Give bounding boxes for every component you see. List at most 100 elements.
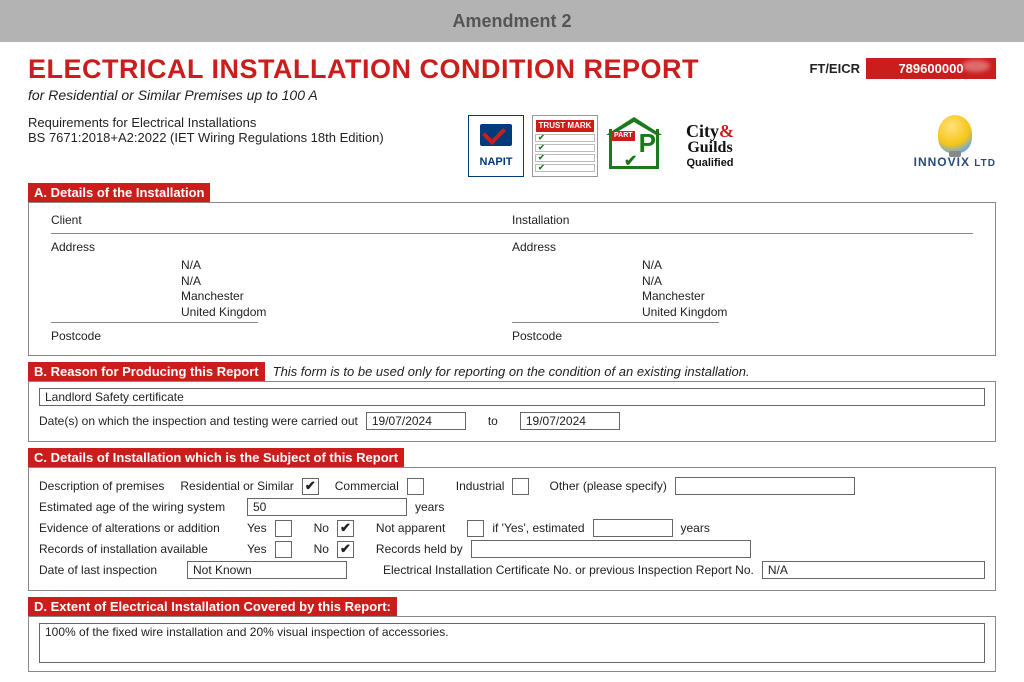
section-b-note: This form is to be used only for reporti… [273, 364, 750, 379]
accreditation-logos: NAPIT TRUST MARK ✔ ✔ ✔ ✔ PART P ✔ City& … [468, 115, 750, 177]
industrial-checkbox[interactable] [512, 478, 529, 495]
commercial-checkbox[interactable] [407, 478, 424, 495]
p-letter: P [639, 129, 656, 158]
section-c-title: C. Details of Installation which is the … [28, 448, 404, 467]
partp-logo: PART P ✔ [606, 115, 662, 177]
install-postcode [642, 329, 973, 343]
client-address-label: Address [51, 240, 181, 254]
installation-label: Installation [512, 213, 642, 227]
opt-commercial-label: Commercial [335, 479, 399, 493]
reference-label: FT/EICR [809, 61, 860, 76]
if-yes-label: if 'Yes', estimated [492, 521, 584, 535]
rec-yes-label: Yes [247, 542, 267, 556]
top-bar: Amendment 2 [0, 0, 1024, 42]
not-apparent-label: Not apparent [376, 521, 445, 535]
age-label: Estimated age of the wiring system [39, 500, 239, 514]
report-subtitle: for Residential or Similar Premises up t… [28, 87, 799, 103]
opt-other-label: Other (please specify) [549, 479, 666, 493]
client-postcode-label: Postcode [51, 329, 181, 343]
alt-no-label: No [314, 521, 329, 535]
if-yes-unit: years [681, 521, 710, 535]
if-yes-input[interactable] [593, 519, 673, 537]
client-addr1: N/A [181, 258, 512, 274]
rec-no-checkbox[interactable]: ✔ [337, 541, 354, 558]
alterations-label: Evidence of alterations or addition [39, 521, 239, 535]
section-b-body: Landlord Safety certificate Date(s) on w… [28, 381, 996, 442]
cg-guilds: Guilds [687, 139, 732, 157]
trustmark-logo: TRUST MARK ✔ ✔ ✔ ✔ [532, 115, 598, 177]
section-d-title: D. Extent of Electrical Installation Cov… [28, 597, 397, 616]
section-c-body: Description of premises Residential or S… [28, 467, 996, 591]
cityguilds-logo: City& Guilds Qualified [670, 115, 750, 177]
alt-no-checkbox[interactable]: ✔ [337, 520, 354, 537]
section-b-title: B. Reason for Producing this Report [28, 362, 265, 381]
client-postcode [181, 329, 512, 343]
cert-no-label: Electrical Installation Certificate No. … [383, 563, 754, 577]
residential-checkbox[interactable]: ✔ [302, 478, 319, 495]
desc-label: Description of premises [39, 479, 164, 493]
client-country: United Kingdom [181, 305, 512, 321]
not-apparent-checkbox[interactable] [467, 520, 484, 537]
alt-yes-label: Yes [247, 521, 267, 535]
other-input[interactable] [675, 477, 855, 495]
rec-no-label: No [314, 542, 329, 556]
partp-text: PART [612, 131, 635, 141]
reference-number: 789600000 [866, 58, 996, 79]
install-country: United Kingdom [642, 305, 973, 321]
amendment-title: Amendment 2 [452, 11, 571, 32]
reference-wrap: FT/EICR 789600000 [809, 58, 996, 79]
to-label: to [488, 414, 498, 428]
section-a-body: Client Installation Address N/A N/A Manc… [28, 202, 996, 356]
reason-input[interactable]: Landlord Safety certificate [39, 388, 985, 406]
innovix-logo: INNOVIX LTD [914, 115, 996, 169]
install-addr1: N/A [642, 258, 973, 274]
opt-industrial-label: Industrial [456, 479, 505, 493]
date-to-input[interactable]: 19/07/2024 [520, 412, 620, 430]
install-address-label: Address [512, 240, 642, 254]
report-title: ELECTRICAL INSTALLATION CONDITION REPORT [28, 54, 799, 85]
date-from-input[interactable]: 19/07/2024 [366, 412, 466, 430]
napit-logo: NAPIT [468, 115, 524, 177]
client-label: Client [51, 213, 181, 227]
bulb-icon [938, 115, 972, 153]
client-addr2: N/A [181, 274, 512, 290]
installation-col: Installation [512, 209, 973, 231]
partp-tick-icon: ✔ [624, 153, 637, 171]
install-postcode-label: Postcode [512, 329, 642, 343]
napit-check-icon [480, 124, 512, 152]
cg-qualified: Qualified [686, 157, 733, 169]
age-input[interactable]: 50 [247, 498, 407, 516]
rec-yes-checkbox[interactable] [275, 541, 292, 558]
install-addr2: N/A [642, 274, 973, 290]
alt-yes-checkbox[interactable] [275, 520, 292, 537]
section-a-title: A. Details of the Installation [28, 183, 210, 202]
report-page: ELECTRICAL INSTALLATION CONDITION REPORT… [0, 42, 1024, 682]
records-held-input[interactable] [471, 540, 751, 558]
client-city: Manchester [181, 289, 512, 305]
section-d: D. Extent of Electrical Installation Cov… [28, 597, 996, 672]
client-address: N/A N/A Manchester United Kingdom [51, 258, 512, 320]
records-held-label: Records held by [376, 542, 463, 556]
installation-row: Installation [512, 209, 973, 231]
trustmark-text: TRUST MARK [536, 120, 595, 133]
section-b: B. Reason for Producing this Report This… [28, 362, 996, 442]
innovix-ltd: LTD [974, 158, 996, 169]
extent-input[interactable]: 100% of the fixed wire installation and … [39, 623, 985, 663]
cg-city: City [686, 121, 719, 141]
section-c: C. Details of Installation which is the … [28, 448, 996, 591]
install-address: N/A N/A Manchester United Kingdom [512, 258, 973, 320]
section-d-body: 100% of the fixed wire installation and … [28, 616, 996, 672]
dates-label: Date(s) on which the inspection and test… [39, 414, 358, 428]
last-inspection-input[interactable]: Not Known [187, 561, 347, 579]
client-row: Client [51, 209, 512, 231]
cert-no-input[interactable]: N/A [762, 561, 985, 579]
install-city: Manchester [642, 289, 973, 305]
opt-residential-label: Residential or Similar [180, 479, 293, 493]
records-label: Records of installation available [39, 542, 239, 556]
last-inspection-label: Date of last inspection [39, 563, 179, 577]
napit-text: NAPIT [480, 156, 513, 168]
section-a: A. Details of the Installation Client In… [28, 183, 996, 356]
innovix-text: INNOVIX [914, 155, 970, 169]
reference-number-text: 789600000 [898, 61, 963, 76]
client-col: Client [51, 209, 512, 231]
